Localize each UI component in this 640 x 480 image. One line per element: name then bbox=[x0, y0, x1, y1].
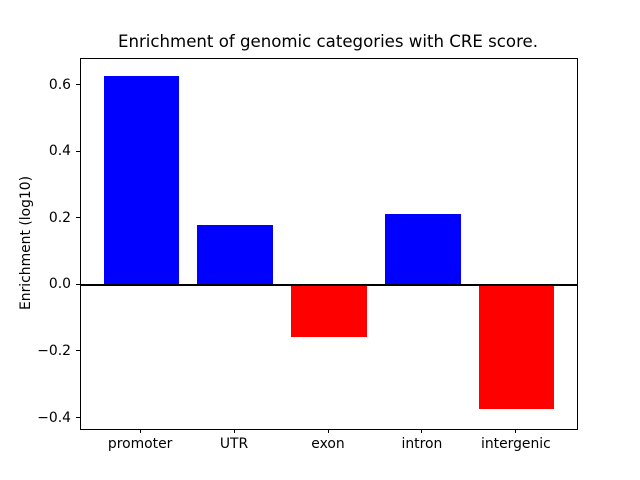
x-tick-label-UTR: UTR bbox=[219, 436, 249, 452]
x-tick-label-intergenic: intergenic bbox=[480, 436, 551, 452]
y-tick-label: −0.2 bbox=[37, 342, 71, 359]
x-tick-mark bbox=[421, 428, 423, 433]
bar-promoter bbox=[103, 75, 179, 286]
y-tick-label: 0.2 bbox=[48, 209, 71, 226]
x-tick-label-exon: exon bbox=[311, 436, 345, 452]
bar-intron bbox=[385, 213, 461, 286]
y-tick-mark bbox=[76, 417, 80, 418]
x-tick-mark bbox=[515, 428, 517, 433]
y-tick-mark bbox=[76, 84, 80, 86]
y-axis-label: Enrichment (log10) bbox=[18, 175, 34, 310]
zero-line bbox=[81, 284, 577, 287]
y-tick-label: 0.6 bbox=[48, 76, 71, 93]
y-tick-mark bbox=[76, 283, 80, 285]
x-tick-mark bbox=[139, 428, 141, 433]
bar-UTR bbox=[197, 225, 273, 286]
bar-intergenic bbox=[479, 285, 555, 409]
y-tick-mark bbox=[76, 150, 80, 152]
x-tick-mark bbox=[233, 428, 235, 433]
x-tick-label-promoter: promoter bbox=[107, 436, 173, 452]
y-tick-label: −0.4 bbox=[37, 409, 71, 426]
y-tick-label: 0.0 bbox=[48, 276, 71, 293]
y-tick-label: 0.4 bbox=[48, 143, 71, 160]
y-tick-mark bbox=[76, 350, 80, 352]
y-tick-mark bbox=[76, 217, 80, 219]
x-tick-label-intron: intron bbox=[401, 436, 443, 452]
plot-area bbox=[80, 58, 578, 430]
chart-title: Enrichment of genomic categories with CR… bbox=[117, 32, 539, 51]
x-tick-mark bbox=[327, 428, 329, 433]
bar-exon bbox=[291, 285, 367, 337]
